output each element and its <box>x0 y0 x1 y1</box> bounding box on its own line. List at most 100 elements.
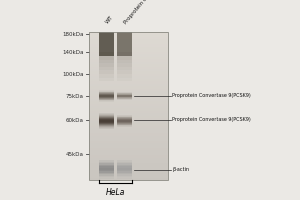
Bar <box>88 150 168 153</box>
Bar <box>99 74 114 78</box>
Bar <box>117 98 132 99</box>
Bar <box>88 69 168 71</box>
Text: β-actin: β-actin <box>172 167 190 172</box>
Bar <box>117 117 132 118</box>
Bar <box>88 37 168 39</box>
Bar <box>99 168 114 170</box>
Bar <box>117 126 132 127</box>
Bar <box>117 60 132 63</box>
Bar <box>117 115 132 116</box>
Bar <box>99 90 114 91</box>
Bar <box>88 89 168 91</box>
Bar <box>99 160 114 162</box>
Bar <box>99 128 114 129</box>
Bar <box>117 163 132 165</box>
Bar <box>88 128 168 131</box>
Bar <box>88 32 168 34</box>
Bar <box>88 84 168 86</box>
Text: 75kDa: 75kDa <box>66 94 84 98</box>
Bar <box>99 123 114 124</box>
Bar <box>99 116 114 117</box>
Text: 140kDa: 140kDa <box>62 49 84 54</box>
Bar <box>99 122 114 123</box>
Bar <box>117 171 132 173</box>
Bar <box>117 170 132 171</box>
Bar <box>99 166 114 168</box>
Text: Proprotein Convertase 9(PCSK9): Proprotein Convertase 9(PCSK9) <box>172 94 251 98</box>
Bar <box>99 70 114 74</box>
Bar <box>117 63 132 67</box>
Bar <box>117 78 132 81</box>
Bar <box>99 119 114 120</box>
Bar <box>117 95 132 96</box>
Bar <box>88 86 168 89</box>
Bar <box>88 141 168 143</box>
Bar <box>99 163 114 165</box>
Bar <box>88 44 168 47</box>
Bar <box>99 174 114 176</box>
Bar <box>88 79 168 81</box>
Bar <box>117 174 132 176</box>
Text: Proprotein Convertase 9 KO: Proprotein Convertase 9 KO <box>123 0 176 25</box>
Bar <box>88 148 168 150</box>
Bar <box>88 64 168 67</box>
Bar <box>117 118 132 119</box>
Bar <box>99 67 114 70</box>
Bar <box>99 124 114 125</box>
Bar <box>88 123 168 126</box>
Bar <box>88 94 168 96</box>
Bar <box>99 127 114 128</box>
Bar <box>88 49 168 52</box>
Bar <box>88 111 168 113</box>
Bar <box>99 101 114 102</box>
Bar <box>88 101 168 104</box>
Bar <box>88 76 168 79</box>
Bar <box>88 96 168 99</box>
Bar <box>88 62 168 64</box>
Bar <box>99 100 114 101</box>
Bar <box>117 92 132 93</box>
Bar <box>99 99 114 100</box>
Bar <box>99 94 114 95</box>
Text: 100kDa: 100kDa <box>62 72 84 76</box>
Bar <box>88 165 168 168</box>
Bar <box>88 113 168 116</box>
Bar <box>99 115 114 116</box>
Bar <box>117 93 132 94</box>
Bar <box>88 138 168 141</box>
Bar <box>99 78 114 81</box>
Bar <box>99 98 114 99</box>
Bar <box>99 114 114 115</box>
Bar <box>88 67 168 69</box>
Bar <box>88 34 168 37</box>
Bar <box>88 131 168 133</box>
Bar <box>117 116 132 117</box>
Bar <box>88 59 168 62</box>
Bar <box>88 126 168 128</box>
Bar <box>117 94 132 95</box>
Bar <box>99 52 114 56</box>
Bar <box>88 57 168 59</box>
Bar <box>117 119 132 120</box>
Text: 180kDa: 180kDa <box>62 31 84 36</box>
Bar <box>117 52 132 56</box>
Bar <box>117 173 132 174</box>
Bar <box>99 173 114 174</box>
Bar <box>99 118 114 119</box>
Bar <box>88 133 168 136</box>
Bar <box>88 158 168 160</box>
Bar <box>88 143 168 145</box>
Bar <box>117 124 132 125</box>
Bar <box>117 121 132 122</box>
Bar <box>117 123 132 124</box>
Bar <box>99 170 114 171</box>
Bar <box>88 170 168 173</box>
Bar <box>99 162 114 163</box>
Bar <box>99 126 114 127</box>
Bar <box>88 160 168 163</box>
Bar <box>88 155 168 158</box>
Bar <box>88 74 168 76</box>
Bar <box>99 56 114 60</box>
Bar <box>117 96 132 97</box>
Bar <box>88 175 168 178</box>
